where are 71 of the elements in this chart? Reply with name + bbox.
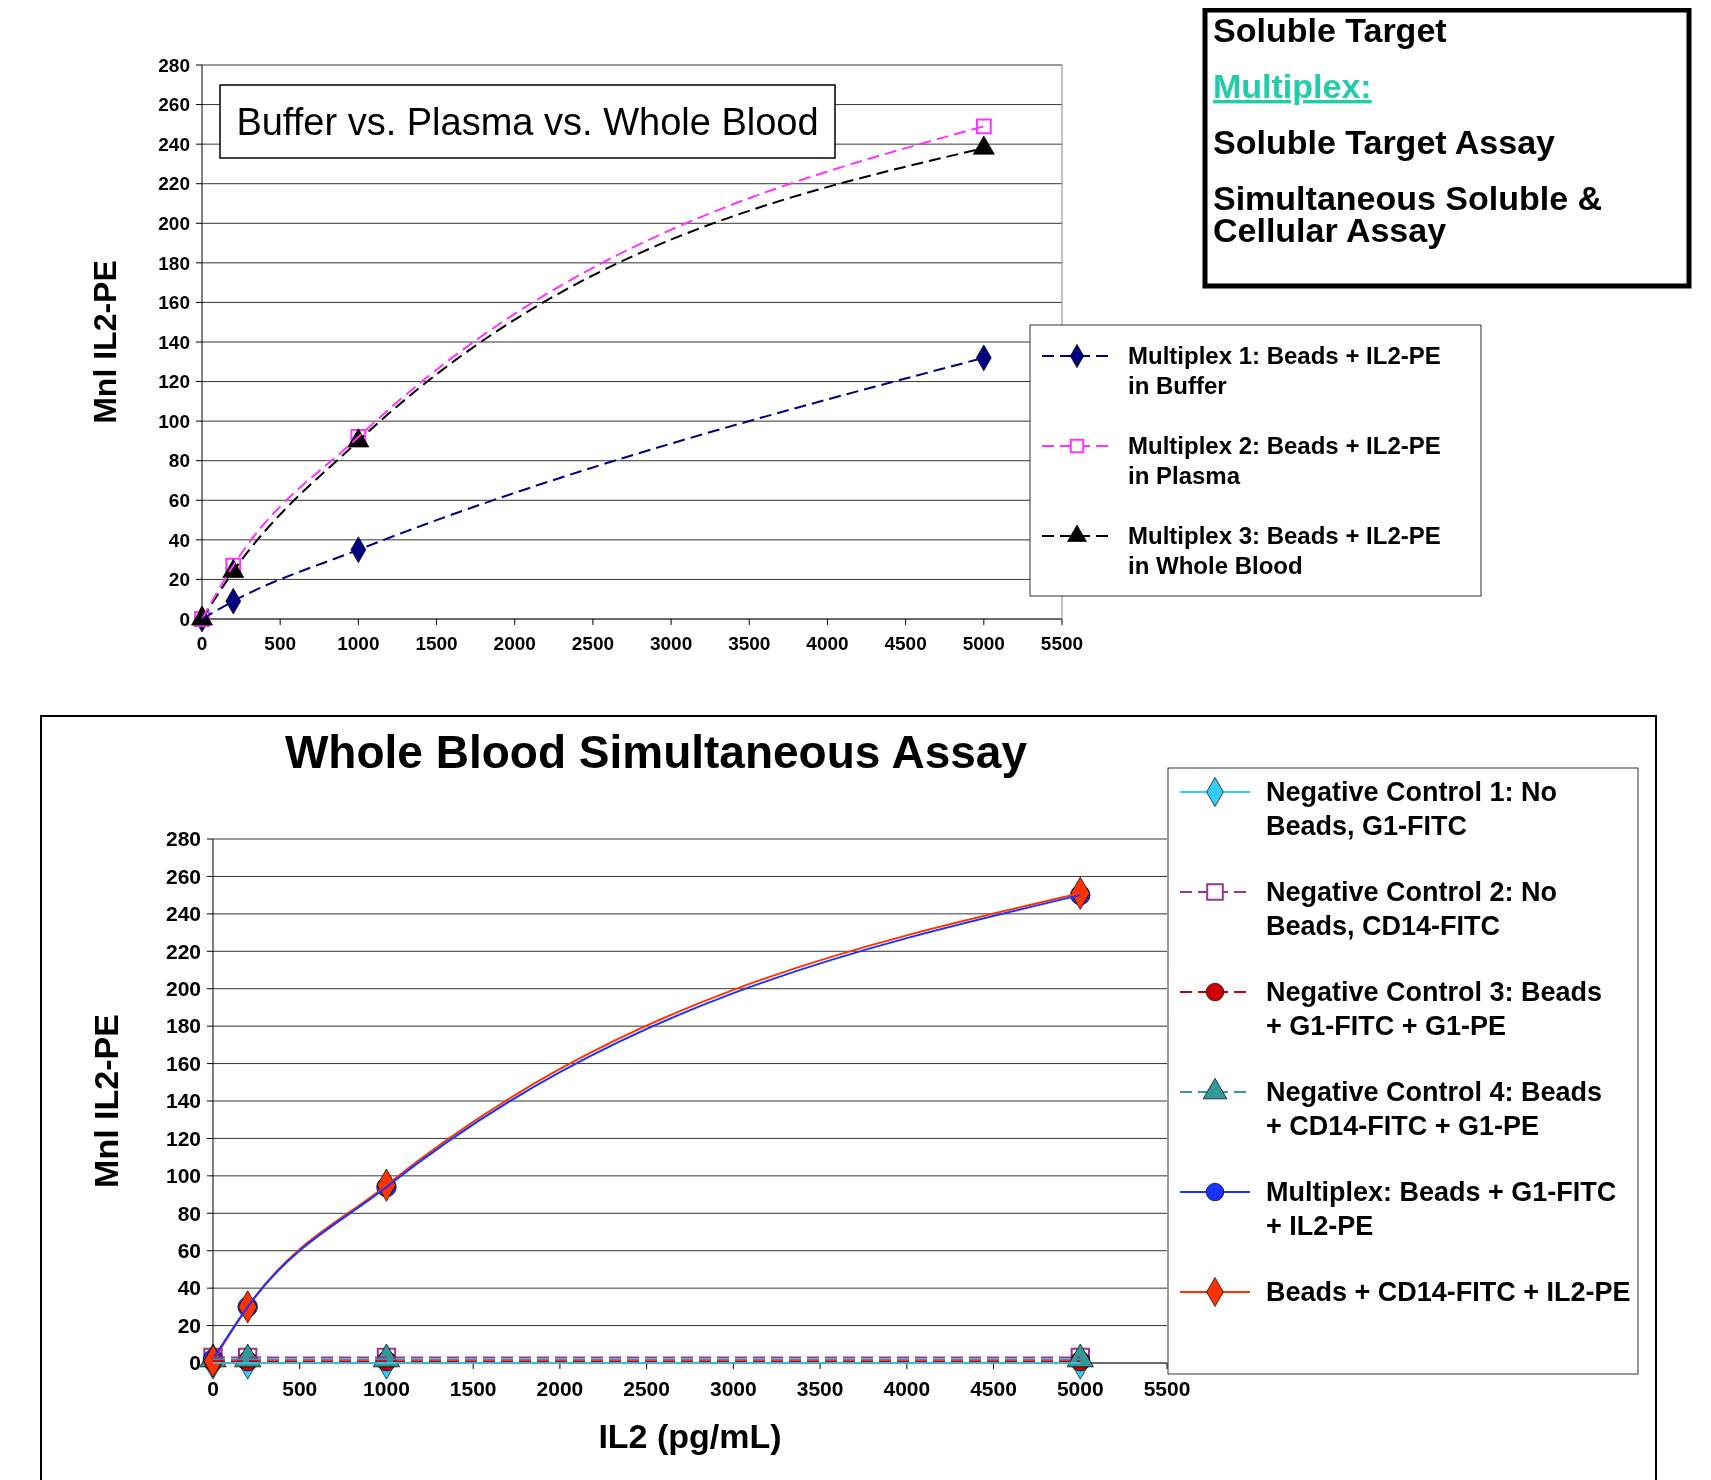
x-tick-label: 4000: [806, 633, 849, 654]
y-tick-label: 100: [165, 1164, 201, 1188]
y-tick-label: 260: [158, 94, 190, 116]
y-tick-label: 260: [165, 864, 201, 888]
x-tick-label: 5000: [1056, 1377, 1104, 1400]
legend-label: Multiplex: Beads + G1-FITC + IL2-PE: [1266, 1177, 1617, 1242]
legend-label: Negative Control 1: No Beads, G1-FITC: [1266, 777, 1558, 842]
legend-label: Negative Control 3: Beads + G1-FITC + G1-PE: [1266, 977, 1603, 1042]
x-tick-label: 0: [207, 1377, 219, 1400]
x-tick-label: 5000: [962, 633, 1005, 654]
x-tick-label: 3500: [728, 633, 771, 654]
y-tick-label: 160: [158, 292, 190, 314]
x-tick-label: 2000: [536, 1377, 584, 1400]
x-tick-label: 3000: [710, 1377, 757, 1400]
y-tick-label: 220: [158, 173, 190, 195]
x-tick-label: 4000: [883, 1377, 931, 1400]
x-tick-label: 1500: [415, 633, 458, 654]
y-axis-title: Mnl IL2-PE: [87, 1014, 125, 1188]
legend-label: Multiplex 2: Beads + IL2-PE in Plasma: [1128, 432, 1441, 490]
y-tick-label: 20: [168, 569, 190, 591]
x-tick-label: 1000: [337, 633, 380, 654]
y-tick-label: 40: [177, 1276, 201, 1300]
text: Soluble Target: [1213, 11, 1447, 49]
legend-label: Negative Control 2: No Beads, CD14-FITC: [1266, 877, 1558, 942]
x-tick-label: 500: [264, 633, 297, 654]
y-tick-label: 280: [165, 827, 201, 851]
x-tick-label: 5500: [1040, 633, 1084, 654]
x-tick-label: 500: [282, 1377, 318, 1400]
text: Soluble Target Assay: [1213, 123, 1556, 161]
x-tick-label: 2500: [623, 1377, 670, 1400]
chart-title: Whole Blood Simultaneous Assay: [284, 726, 1028, 778]
y-tick-label: 0: [189, 1351, 201, 1375]
y-tick-label: 120: [165, 1126, 201, 1150]
y-tick-label: 160: [165, 1051, 201, 1075]
y-tick-label: 200: [165, 977, 201, 1001]
text: Buffer vs. Plasma vs. Whole Blood: [236, 100, 819, 143]
text: Multiplex:: [1213, 67, 1372, 105]
legend-label: Negative Control 4: Beads + CD14-FITC + G1-PE: [1266, 1077, 1603, 1142]
x-tick-label: 1000: [363, 1377, 410, 1400]
y-tick-label: 240: [165, 902, 201, 926]
y-tick-label: 240: [158, 133, 190, 155]
legend-label: Beads + CD14-FITC + IL2-PE: [1266, 1277, 1631, 1308]
text: Simultaneous Soluble & Cellular Assay: [1213, 179, 1603, 249]
x-tick-label: 5500: [1143, 1377, 1191, 1400]
y-tick-label: 180: [165, 1014, 201, 1038]
y-axis-title: Mnl IL2-PE: [87, 260, 123, 424]
x-tick-label: 3500: [796, 1377, 844, 1400]
y-tick-label: 220: [165, 939, 201, 963]
y-tick-label: 180: [158, 252, 190, 274]
y-tick-label: 0: [179, 608, 190, 630]
y-tick-label: 280: [158, 54, 190, 76]
y-tick-label: 120: [158, 371, 190, 393]
x-tick-label: 1500: [449, 1377, 497, 1400]
y-tick-label: 80: [168, 450, 190, 472]
x-tick-label: 4500: [884, 633, 927, 654]
y-tick-label: 200: [158, 212, 190, 234]
y-tick-label: 60: [168, 489, 190, 511]
x-tick-label: 3000: [649, 633, 693, 654]
y-tick-label: 140: [165, 1089, 201, 1113]
x-tick-label: 2000: [493, 633, 536, 654]
y-tick-label: 40: [168, 529, 190, 551]
y-tick-label: 60: [177, 1239, 201, 1263]
y-tick-label: 140: [158, 331, 190, 353]
legend-label: Multiplex 3: Beads + IL2-PE in Whole Blood: [1128, 522, 1441, 580]
x-tick-label: 2500: [571, 633, 615, 654]
y-tick-label: 80: [177, 1201, 201, 1225]
legend-label: Multiplex 1: Beads + IL2-PE in Buffer: [1128, 342, 1441, 400]
y-tick-label: 20: [177, 1313, 201, 1337]
x-axis-title: IL2 (pg/mL): [598, 1417, 782, 1455]
y-tick-label: 100: [158, 410, 190, 432]
x-tick-label: 4500: [970, 1377, 1017, 1400]
